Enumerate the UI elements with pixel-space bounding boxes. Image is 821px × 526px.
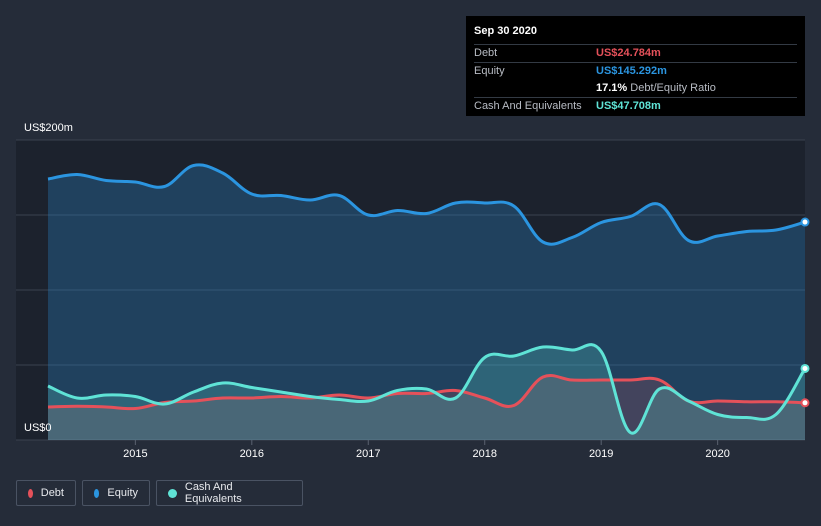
legend-item-equity[interactable]: Equity bbox=[82, 480, 150, 506]
series-lines bbox=[47, 163, 807, 435]
legend-item-cash[interactable]: Cash And Equivalents bbox=[156, 480, 303, 506]
legend-dot-cash bbox=[168, 488, 177, 498]
tooltip-equity-row: Equity US$145.292m bbox=[474, 62, 797, 80]
x-tick-label-2019: 2019 bbox=[589, 448, 613, 460]
tooltip-ratio: 17.1% Debt/Equity Ratio bbox=[596, 80, 716, 96]
legend-dot-debt bbox=[28, 488, 33, 498]
area-equity bbox=[48, 164, 805, 441]
legend-label-debt: Debt bbox=[40, 487, 64, 499]
tooltip-equity-value: US$145.292m bbox=[596, 65, 667, 77]
data-tooltip: Sep 30 2020 Debt US$24.784m Equity US$14… bbox=[466, 16, 805, 116]
gridlines bbox=[16, 139, 805, 441]
marker-cash bbox=[800, 363, 810, 373]
x-tick-label-2015: 2015 bbox=[123, 448, 147, 460]
marker-debt bbox=[800, 398, 810, 408]
tooltip-date: Sep 30 2020 bbox=[474, 25, 537, 37]
x-tick-label-2017: 2017 bbox=[356, 448, 380, 460]
legend-item-debt[interactable]: Debt bbox=[16, 480, 76, 506]
tooltip-cash-row: Cash And Equivalents US$47.708m bbox=[474, 97, 797, 115]
tooltip-ratio-label: Debt/Equity Ratio bbox=[630, 82, 716, 94]
tooltip-debt-label: Debt bbox=[474, 47, 498, 59]
tooltip-ratio-row: 17.1% Debt/Equity Ratio bbox=[474, 80, 797, 97]
tooltip-equity-label: Equity bbox=[474, 65, 505, 77]
tooltip-debt-row: Debt US$24.784m bbox=[474, 44, 797, 62]
legend-label-cash: Cash And Equivalents bbox=[184, 481, 242, 505]
x-axis-ticks: 2015 2016 2017 2018 2019 2020 bbox=[123, 440, 730, 460]
legend-label-equity: Equity bbox=[107, 487, 138, 499]
tooltip-cash-label: Cash And Equivalents bbox=[474, 100, 582, 112]
tooltip-debt-value: US$24.784m bbox=[596, 47, 661, 59]
tooltip-cash-value: US$47.708m bbox=[596, 100, 661, 112]
marker-equity bbox=[800, 217, 810, 227]
y-axis-bottom-label: US$0 bbox=[24, 422, 52, 434]
legend-dot-equity bbox=[94, 488, 100, 498]
x-tick-label-2020: 2020 bbox=[705, 448, 729, 460]
line-cash bbox=[47, 343, 807, 435]
chart-legend: Debt Equity Cash And Equivalents bbox=[16, 480, 303, 508]
series-end-markers bbox=[800, 217, 810, 408]
tooltip-ratio-value: 17.1% bbox=[596, 82, 628, 94]
x-tick-label-2016: 2016 bbox=[240, 448, 264, 460]
x-tick-label-2018: 2018 bbox=[472, 448, 496, 460]
line-equity bbox=[47, 163, 806, 246]
y-axis-top-label: US$200m bbox=[24, 122, 73, 134]
